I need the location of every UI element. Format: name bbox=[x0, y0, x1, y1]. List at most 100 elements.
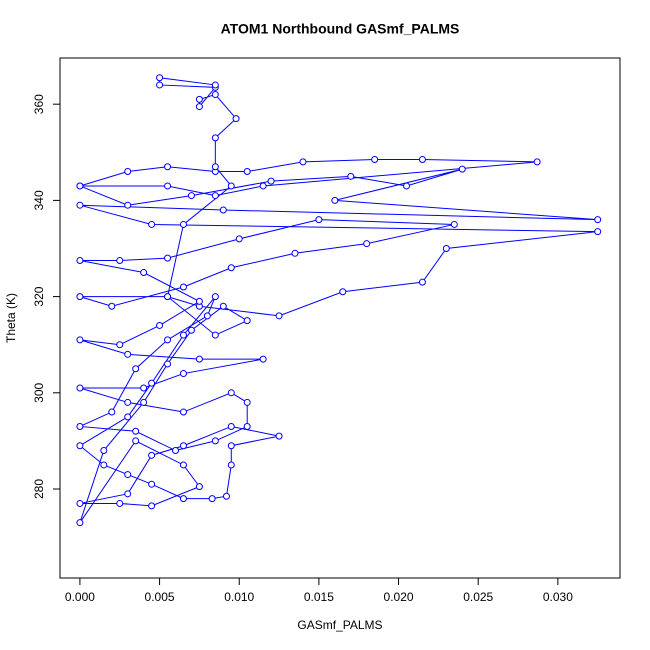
data-point bbox=[418, 278, 426, 286]
data-point bbox=[179, 495, 187, 503]
y-axis-label: Theta (K) bbox=[4, 293, 18, 343]
x-axis-label: GASmf_PALMS bbox=[297, 618, 382, 632]
data-point bbox=[275, 312, 283, 320]
data-point bbox=[100, 447, 108, 455]
data-point bbox=[594, 228, 602, 236]
data-point bbox=[76, 201, 84, 209]
y-tick-label: 360 bbox=[32, 94, 46, 114]
data-point bbox=[76, 422, 84, 430]
data-point bbox=[148, 451, 156, 459]
data-point bbox=[211, 91, 219, 99]
data-point bbox=[124, 471, 132, 479]
data-point bbox=[211, 163, 219, 171]
data-point bbox=[156, 321, 164, 329]
x-tick-label: 0.025 bbox=[463, 590, 493, 604]
data-point bbox=[243, 317, 251, 325]
data-point bbox=[195, 103, 203, 111]
data-point bbox=[227, 264, 235, 272]
data-point bbox=[100, 461, 108, 469]
data-point bbox=[76, 442, 84, 450]
data-point bbox=[219, 206, 227, 214]
x-tick-label: 0.010 bbox=[224, 590, 254, 604]
data-point bbox=[371, 155, 379, 163]
data-point bbox=[179, 220, 187, 228]
data-point bbox=[227, 442, 235, 450]
data-point bbox=[148, 502, 156, 510]
data-point bbox=[275, 432, 283, 440]
data-point bbox=[259, 355, 267, 363]
data-point bbox=[76, 257, 84, 265]
data-point bbox=[291, 249, 299, 257]
data-point bbox=[227, 422, 235, 430]
data-point bbox=[76, 293, 84, 301]
y-tick-label: 320 bbox=[32, 286, 46, 306]
data-point bbox=[108, 302, 116, 310]
data-point bbox=[208, 495, 216, 503]
data-point bbox=[76, 182, 84, 190]
data-point bbox=[124, 490, 132, 498]
data-point bbox=[227, 461, 235, 469]
data-point bbox=[164, 254, 172, 262]
data-point bbox=[164, 336, 172, 344]
data-point bbox=[179, 461, 187, 469]
data-point bbox=[179, 331, 187, 339]
data-point bbox=[363, 240, 371, 248]
data-point bbox=[76, 499, 84, 507]
data-point bbox=[450, 220, 458, 228]
data-point bbox=[124, 398, 132, 406]
data-point bbox=[235, 235, 243, 243]
data-point bbox=[148, 480, 156, 488]
data-point bbox=[442, 244, 450, 252]
data-point bbox=[124, 413, 132, 421]
data-point bbox=[164, 293, 172, 301]
data-point bbox=[124, 168, 132, 176]
data-point bbox=[331, 196, 339, 204]
data-point bbox=[195, 95, 203, 103]
data-point bbox=[243, 398, 251, 406]
data-point bbox=[227, 389, 235, 397]
data-point bbox=[156, 74, 164, 82]
data-point bbox=[315, 216, 323, 224]
data-point bbox=[211, 437, 219, 445]
data-point bbox=[227, 182, 235, 190]
x-tick-label: 0.015 bbox=[304, 590, 334, 604]
data-point bbox=[219, 302, 227, 310]
data-point bbox=[339, 288, 347, 296]
data-point bbox=[211, 293, 219, 301]
y-tick-label: 300 bbox=[32, 382, 46, 402]
data-point bbox=[211, 192, 219, 200]
x-tick-label: 0.030 bbox=[543, 590, 573, 604]
data-point bbox=[140, 398, 148, 406]
x-tick-label: 0.000 bbox=[65, 590, 95, 604]
data-point bbox=[267, 177, 275, 185]
data-point bbox=[179, 408, 187, 416]
data-point bbox=[418, 155, 426, 163]
data-point bbox=[156, 81, 164, 89]
data-point bbox=[116, 341, 124, 349]
data-point bbox=[211, 134, 219, 142]
data-point bbox=[243, 422, 251, 430]
data-point bbox=[403, 182, 411, 190]
data-point bbox=[211, 81, 219, 89]
data-point bbox=[195, 297, 203, 305]
data-point bbox=[243, 168, 251, 176]
data-point bbox=[76, 336, 84, 344]
data-point bbox=[347, 172, 355, 180]
data-point bbox=[299, 158, 307, 166]
data-point bbox=[211, 331, 219, 339]
y-tick-label: 280 bbox=[32, 479, 46, 499]
data-point bbox=[195, 355, 203, 363]
chart-title: ATOM1 Northbound GASmf_PALMS bbox=[221, 21, 460, 37]
plot-frame bbox=[59, 57, 621, 579]
data-point bbox=[533, 158, 541, 166]
data-point bbox=[76, 519, 84, 527]
x-tick-label: 0.005 bbox=[145, 590, 175, 604]
data-point bbox=[132, 427, 140, 435]
data-point bbox=[124, 201, 132, 209]
data-point bbox=[132, 437, 140, 445]
data-point bbox=[232, 115, 240, 123]
data-point bbox=[172, 447, 180, 455]
data-point bbox=[203, 312, 211, 320]
data-point bbox=[164, 163, 172, 171]
